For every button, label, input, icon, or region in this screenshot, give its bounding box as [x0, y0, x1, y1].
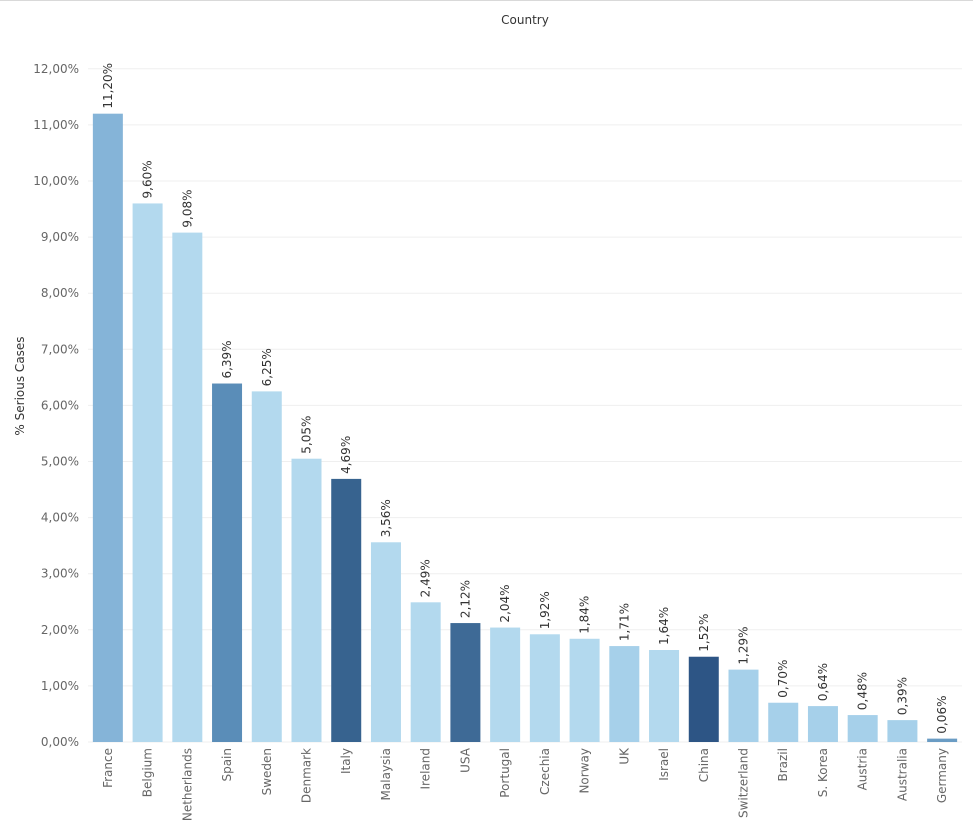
bar-sweden [251, 391, 282, 742]
data-label: 1,92% [538, 591, 552, 629]
category-label: Germany [935, 748, 949, 803]
data-label: 1,84% [578, 596, 592, 634]
data-labels: 11,20% 9,60% 9,08% 6,39% 6,25% 5,05% 4,69% 3,56… [101, 63, 949, 734]
data-label: 4,69% [339, 436, 353, 474]
data-label: 0,70% [776, 660, 790, 698]
y-tick-label: 8,00% [41, 286, 79, 300]
y-tick-label: 10,00% [33, 174, 79, 188]
category-label: Italy [339, 748, 353, 774]
data-label: 6,25% [260, 348, 274, 386]
y-tick-label: 4,00% [41, 511, 79, 525]
category-label: UK [617, 747, 631, 765]
category-label: Portugal [498, 748, 512, 798]
bar-uk [609, 646, 640, 742]
category-label: Denmark [300, 748, 314, 803]
data-label: 0,48% [856, 672, 870, 710]
data-label: 9,08% [180, 189, 194, 227]
bar-denmark [291, 458, 322, 742]
bar-spain [212, 383, 243, 742]
category-label: Israel [657, 748, 671, 781]
y-tick-label: 12,00% [33, 62, 79, 76]
bar-brazil [768, 702, 799, 742]
category-label: Norway [578, 748, 592, 794]
x-axis-categories: France Belgium Netherlands Spain Sweden Denma… [101, 747, 949, 821]
data-label: 0,64% [816, 663, 830, 701]
bar-norway [569, 638, 600, 742]
category-label: Ireland [419, 748, 433, 790]
y-tick-label: 6,00% [41, 398, 79, 412]
top-divider [0, 0, 973, 1]
y-tick-label: 7,00% [41, 342, 79, 356]
bar-czechia [529, 634, 560, 742]
bar-usa [450, 623, 481, 742]
category-label: China [697, 748, 711, 782]
data-label: 1,29% [737, 627, 751, 665]
y-tick-label: 3,00% [41, 567, 79, 581]
bar-portugal [490, 627, 521, 742]
bar-belgium [132, 203, 163, 742]
bar-ireland [410, 602, 441, 742]
y-tick-label: 11,00% [33, 118, 79, 132]
bar-australia [887, 720, 918, 742]
bar-malaysia [370, 542, 401, 742]
category-label: Netherlands [180, 748, 194, 821]
y-tick-label: 0,00% [41, 735, 79, 749]
data-label: 0,39% [895, 677, 909, 715]
data-label: 9,60% [141, 160, 155, 198]
bar-china [688, 656, 719, 742]
bar-s-korea [807, 706, 838, 742]
data-label: 5,05% [300, 416, 314, 454]
category-label: France [101, 748, 115, 788]
category-label: Belgium [141, 748, 155, 797]
category-label: Spain [220, 748, 234, 782]
bar-germany [927, 738, 958, 742]
data-label: 1,64% [657, 607, 671, 645]
bar-netherlands [172, 232, 203, 742]
data-label: 3,56% [379, 499, 393, 537]
data-label: 1,52% [697, 614, 711, 652]
category-label: Czechia [538, 748, 552, 795]
category-label: Australia [895, 748, 909, 801]
y-axis-ticks: 0,00% 1,00% 2,00% 3,00% 4,00% 5,00% 6,00% 7,00%… [33, 62, 79, 749]
data-label: 2,12% [458, 580, 472, 618]
category-label: Malaysia [379, 748, 393, 800]
bar-switzerland [728, 669, 759, 742]
category-label: S. Korea [816, 748, 830, 797]
bar-france [92, 113, 123, 743]
category-label: Brazil [776, 748, 790, 782]
data-label: 1,71% [617, 603, 631, 641]
data-label: 6,39% [220, 340, 234, 378]
y-tick-label: 5,00% [41, 455, 79, 469]
data-label: 2,04% [498, 584, 512, 622]
y-tick-label: 9,00% [41, 230, 79, 244]
category-label: Sweden [260, 748, 274, 795]
data-label: 11,20% [101, 63, 115, 109]
bar-israel [649, 649, 680, 742]
column-header: Country [501, 13, 549, 27]
data-label: 0,06% [935, 696, 949, 734]
category-label: Austria [856, 748, 870, 790]
y-axis-title: % Serious Cases [13, 336, 27, 435]
bar-italy [331, 478, 362, 742]
y-tick-label: 1,00% [41, 679, 79, 693]
bar-austria [847, 715, 878, 742]
data-label: 2,49% [419, 559, 433, 597]
category-label: Switzerland [737, 748, 751, 818]
y-tick-label: 2,00% [41, 623, 79, 637]
category-label: USA [458, 747, 472, 773]
bars [92, 113, 958, 743]
